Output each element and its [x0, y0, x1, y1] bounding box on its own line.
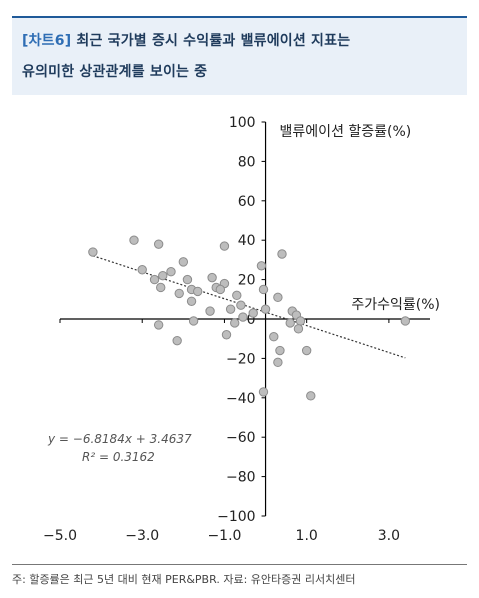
data-point [221, 330, 232, 340]
data-point [260, 304, 271, 314]
data-point [269, 332, 279, 342]
y-tick-label: −80 [226, 470, 256, 486]
data-point [182, 274, 193, 285]
data-point [400, 316, 411, 326]
chart-title-line-2: 유의미한 상관관계를 보이는 중 [22, 64, 208, 80]
header-top-rule [12, 16, 467, 18]
data-point [275, 345, 285, 356]
footer-rule [12, 564, 467, 565]
data-point [293, 324, 304, 334]
x-tick-label: 3.0 [378, 528, 400, 544]
x-tick-label: −1.0 [207, 528, 241, 544]
data-point [149, 274, 160, 285]
y-tick-label: −20 [226, 351, 256, 367]
x-tick-label: −3.0 [125, 528, 159, 544]
data-points [88, 235, 411, 401]
axis-labels: 밸류에이션 할증률(%) 주가수익률(%) [280, 124, 440, 313]
data-point [166, 267, 176, 277]
data-point [158, 270, 168, 281]
y-tick-label: −100 [217, 509, 255, 525]
y-tick-label: 80 [238, 154, 256, 170]
data-point [174, 288, 184, 299]
data-point [258, 387, 269, 397]
data-point [285, 318, 295, 328]
x-tick-label: 1.0 [296, 528, 318, 544]
chart-number-tag: [차트6] [22, 33, 72, 49]
data-point [215, 284, 226, 295]
data-point [188, 316, 199, 326]
data-point [153, 320, 164, 330]
data-point [137, 265, 147, 275]
data-point [156, 282, 166, 293]
data-point [153, 239, 164, 249]
y-tick-label: 0 [247, 312, 256, 328]
data-point [205, 306, 215, 316]
data-point [258, 284, 269, 295]
data-point [225, 304, 236, 314]
axes: 100 80 60 40 20 0 −20 −40 −60 −80 −100 −5.0 −3.0 −1.0… [43, 115, 430, 544]
chart-title-line-1: [차트6] 최근 국가별 증시 수익률과 밸류에이션 지표는 [22, 30, 350, 50]
chart-header: [차트6] 최근 국가별 증시 수익률과 밸류에이션 지표는 유의미한 상관관계… [12, 18, 467, 95]
y-tick-label: 100 [229, 115, 256, 131]
data-point [230, 318, 240, 328]
data-point [232, 290, 242, 301]
data-point [238, 312, 248, 322]
y-tick-label: 40 [238, 233, 256, 249]
y-axis-title: 밸류에이션 할증률(%) [280, 124, 412, 140]
trendline-equation: y = −6.8184x + 3.4637 [47, 432, 192, 446]
y-tick-label: 60 [238, 194, 256, 210]
data-point [219, 241, 230, 251]
data-point [295, 316, 306, 326]
data-point [273, 357, 283, 368]
data-point [172, 335, 182, 346]
data-point [207, 272, 217, 283]
trendline-group [92, 255, 406, 359]
data-point [301, 345, 312, 356]
y-tick-label: −40 [226, 391, 256, 407]
trendline [92, 255, 406, 359]
data-point [186, 296, 197, 306]
data-point [193, 286, 203, 297]
data-point [273, 292, 283, 303]
data-point [277, 249, 287, 259]
data-point [178, 257, 189, 267]
data-point [129, 235, 139, 245]
scatter-chart: 100 80 60 40 20 0 −20 −40 −60 −80 −100 −5.0 −3.0 −1.0… [43, 115, 440, 544]
source-note: 주: 할증률은 최근 5년 대비 현재 PER&PBR. 자료: 유안타증권 리… [12, 573, 356, 586]
x-tick-label: −5.0 [43, 528, 77, 544]
y-tick-label: −60 [226, 430, 256, 446]
data-point [306, 391, 316, 401]
trendline-r-squared: R² = 0.3162 [82, 450, 155, 464]
data-point [256, 261, 267, 271]
data-point [88, 247, 98, 257]
x-axis-title: 주가수익률(%) [351, 297, 440, 313]
data-point [236, 300, 246, 310]
chart-title-text-1: 최근 국가별 증시 수익률과 밸류에이션 지표는 [76, 33, 351, 49]
y-tick-label: 20 [238, 273, 256, 289]
data-point [248, 308, 258, 318]
